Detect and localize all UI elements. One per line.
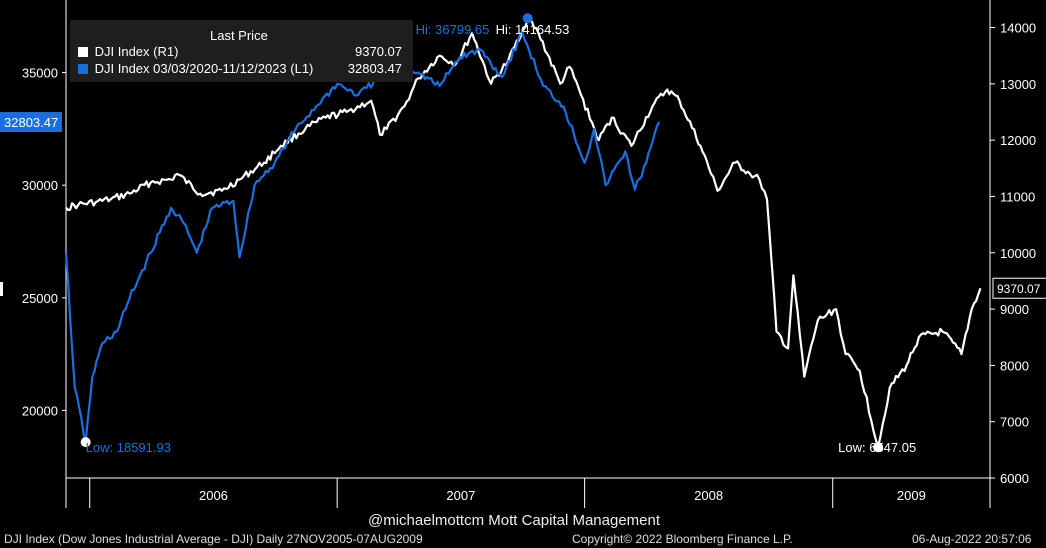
x-tick-label: 2009: [897, 488, 926, 503]
left-badge-text: 32803.47: [4, 115, 58, 130]
right-tick-label: 8000: [1000, 358, 1029, 373]
series-line-blue: [64, 30, 661, 444]
left-tick-label: 30000: [22, 178, 58, 193]
x-tick-label: 2008: [694, 488, 723, 503]
footer-right: 06-Aug-2022 20:57:06: [912, 532, 1032, 546]
left-tick-label: 35000: [22, 66, 58, 81]
left-tick-label: 25000: [22, 291, 58, 306]
legend-value-white: 9370.07: [355, 44, 402, 59]
low-marker-blue: [80, 437, 91, 448]
right-tick-label: 9000: [1000, 302, 1029, 317]
hi-label-blue: Hi: 36799.65: [416, 22, 490, 37]
x-tick-label: 2007: [446, 488, 475, 503]
right-tick-label: 6000: [1000, 471, 1029, 486]
legend-box: Last Price DJI Index (R1) 9370.07 DJI In…: [70, 20, 413, 82]
right-badge-text: 9370.07: [997, 282, 1041, 296]
footer-credit: @michaelmottcm Mott Capital Management: [368, 512, 661, 529]
low-label-blue: Low: 18591.93: [86, 440, 171, 455]
legend-header: Last Price: [210, 28, 268, 43]
footer: @michaelmottcm Mott Capital Management D…: [0, 512, 1046, 548]
legend-value-blue: 32803.47: [347, 61, 402, 76]
hi-marker: [522, 13, 533, 24]
right-tick-label: 10000: [1000, 246, 1036, 261]
right-badge-bg: [992, 277, 1046, 299]
right-tick-label: 14000: [1000, 21, 1036, 36]
x-tick-label: 2006: [199, 488, 228, 503]
footer-middle: Copyright© 2022 Bloomberg Finance L.P.: [572, 532, 793, 546]
edge-marker: [0, 282, 3, 296]
legend-swatch-blue: [78, 64, 88, 74]
footer-left: DJI Index (Dow Jones Industrial Average …: [4, 532, 423, 546]
right-tick-label: 12000: [1000, 133, 1036, 148]
low-label-white: Low: 6547.05: [838, 440, 916, 455]
right-tick-label: 7000: [1000, 415, 1029, 430]
legend-label-blue: DJI Index 03/03/2020-11/12/2023 (L1): [94, 61, 314, 76]
legend-label-white: DJI Index (R1): [94, 44, 179, 59]
right-tick-label: 11000: [1000, 189, 1035, 204]
low-marker-white: [873, 442, 884, 453]
left-badge-bg: [0, 112, 62, 133]
legend-swatch-white: [78, 47, 88, 57]
left-tick-label: 20000: [22, 403, 58, 418]
right-tick-label: 13000: [1000, 77, 1036, 92]
legend-item-blue: DJI Index 03/03/2020-11/12/2023 (L1) 328…: [78, 61, 408, 77]
legend-item-white: DJI Index (R1) 9370.07: [78, 44, 408, 60]
hi-label-white: Hi: 14164.53: [496, 22, 570, 37]
